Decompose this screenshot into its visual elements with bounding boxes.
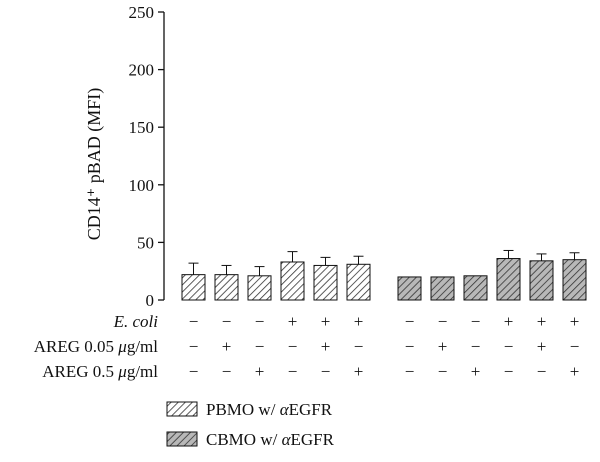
condition-sign: − [405, 337, 415, 356]
condition-sign: − [255, 337, 265, 356]
condition-sign: − [438, 312, 448, 331]
legend-swatch [166, 401, 198, 417]
condition-sign: + [354, 312, 364, 331]
bar [214, 274, 239, 301]
condition-sign: − [537, 362, 547, 381]
y-tick-label: 200 [129, 61, 155, 80]
condition-sign: − [321, 362, 331, 381]
condition-sign: − [570, 337, 580, 356]
condition-sign: − [504, 337, 514, 356]
condition-sign: − [405, 312, 415, 331]
bar [562, 259, 587, 301]
condition-sign: + [471, 362, 481, 381]
condition-sign: − [438, 362, 448, 381]
condition-sign: − [222, 312, 232, 331]
condition-sign: − [255, 312, 265, 331]
condition-sign: − [471, 337, 481, 356]
condition-row-label: E. coli [113, 312, 159, 331]
condition-sign: + [288, 312, 298, 331]
bar [463, 275, 488, 301]
condition-sign: + [321, 337, 331, 356]
y-tick-label: 250 [129, 3, 155, 22]
bar [313, 264, 338, 301]
condition-sign: − [189, 337, 199, 356]
condition-sign: + [504, 312, 514, 331]
bar [247, 275, 272, 301]
bar [496, 258, 521, 301]
bar [346, 263, 371, 301]
condition-sign: + [570, 362, 580, 381]
legend-label: PBMO w/ αEGFR [206, 400, 333, 419]
condition-row-label: AREG 0.5 μg/ml [42, 362, 158, 381]
condition-sign: − [189, 312, 199, 331]
condition-sign: − [288, 362, 298, 381]
condition-sign: + [438, 337, 448, 356]
condition-sign: + [321, 312, 331, 331]
y-tick-label: 0 [146, 291, 155, 310]
condition-sign: + [222, 337, 232, 356]
legend-label: CBMO w/ αEGFR [206, 430, 335, 449]
condition-sign: + [255, 362, 265, 381]
condition-sign: − [222, 362, 232, 381]
y-axis-title: CD14⁺ pBAD (MFI) [84, 88, 105, 241]
condition-sign: − [504, 362, 514, 381]
bar [430, 276, 455, 301]
y-tick-label: 50 [137, 233, 154, 252]
bar [529, 260, 554, 301]
condition-sign: + [537, 337, 547, 356]
condition-sign: − [288, 337, 298, 356]
y-tick-label: 100 [129, 176, 155, 195]
condition-row-label: AREG 0.05 μg/ml [34, 337, 159, 356]
legend-swatch [166, 431, 198, 447]
condition-sign: − [354, 337, 364, 356]
condition-sign: + [537, 312, 547, 331]
condition-sign: + [354, 362, 364, 381]
bar [280, 261, 305, 301]
condition-sign: − [189, 362, 199, 381]
y-tick-label: 150 [129, 118, 155, 137]
bar [181, 274, 206, 301]
bar [397, 276, 422, 301]
condition-sign: − [405, 362, 415, 381]
condition-sign: − [471, 312, 481, 331]
condition-sign: + [570, 312, 580, 331]
